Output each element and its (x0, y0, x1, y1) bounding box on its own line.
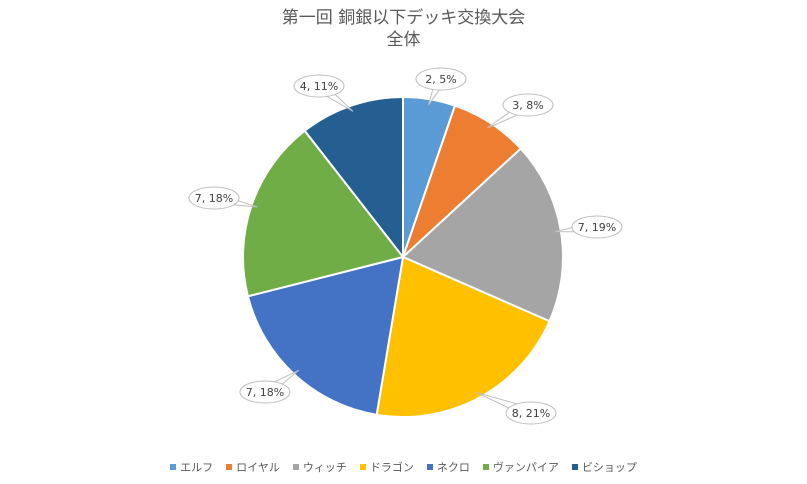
legend-swatch (359, 464, 366, 470)
data-label-bubble (502, 93, 554, 117)
legend-label: ウィッチ (302, 461, 347, 474)
data-label-text: 7, 18% (195, 192, 233, 205)
legend-item-2: ロイヤル (226, 459, 280, 475)
data-label-1: 2, 5% (415, 67, 467, 106)
legend-item-1: エルフ (170, 459, 213, 475)
data-label-6: 7, 18% (188, 186, 258, 210)
data-label-7: 4, 11% (293, 74, 354, 112)
pie-slice-5 (246, 255, 405, 416)
legend-label: ネクロ (436, 461, 470, 474)
legend-item-6: ヴァンパイア (482, 459, 559, 475)
data-label-5: 7, 18% (239, 369, 300, 404)
legend-swatch (292, 464, 299, 470)
data-label-text: 7, 18% (246, 386, 284, 399)
pie-slice-7 (303, 95, 404, 260)
legend-item-3: ウィッチ (292, 459, 347, 475)
data-label-2: 3, 8% (486, 93, 554, 129)
legend-label: エルフ (180, 461, 214, 474)
data-label-bubble (239, 380, 291, 404)
data-label-bubble (293, 74, 345, 98)
legend-item-7: ビショップ (571, 459, 637, 475)
legend-swatch (426, 464, 433, 470)
legend-swatch (170, 464, 177, 470)
legend-label: ドラゴン (369, 461, 414, 474)
legend-label: ビショップ (581, 461, 637, 474)
data-label-text: 3, 8% (512, 99, 543, 112)
legend-swatch (571, 464, 578, 470)
legend: エルフ ロイヤル ウィッチ ドラゴン ネクロ ヴァンパイア ビショップ (0, 459, 807, 475)
legend-swatch (226, 464, 233, 470)
data-label-bubble (571, 215, 623, 239)
data-label-text: 2, 5% (425, 73, 456, 86)
data-label-3: 7, 19% (554, 215, 623, 239)
pie-slice-4 (375, 255, 551, 418)
chart-subtitle: 全体 (386, 30, 421, 50)
data-label-text: 8, 21% (512, 407, 550, 420)
data-label-text: 4, 11% (300, 80, 338, 93)
legend-item-5: ネクロ (426, 459, 470, 475)
legend-item-4: ドラゴン (359, 459, 414, 475)
legend-label: ロイヤル (236, 461, 280, 474)
legend-label: ヴァンパイア (492, 461, 559, 474)
data-label-bubble (415, 67, 467, 91)
data-label-text: 7, 19% (578, 221, 616, 234)
data-label-bubble (188, 186, 240, 210)
legend-swatch (482, 464, 489, 470)
data-label-4: 8, 21% (476, 391, 557, 425)
chart-title: 第一回 銅銀以下デッキ交換大会 (281, 8, 526, 28)
data-label-bubble (505, 401, 557, 425)
